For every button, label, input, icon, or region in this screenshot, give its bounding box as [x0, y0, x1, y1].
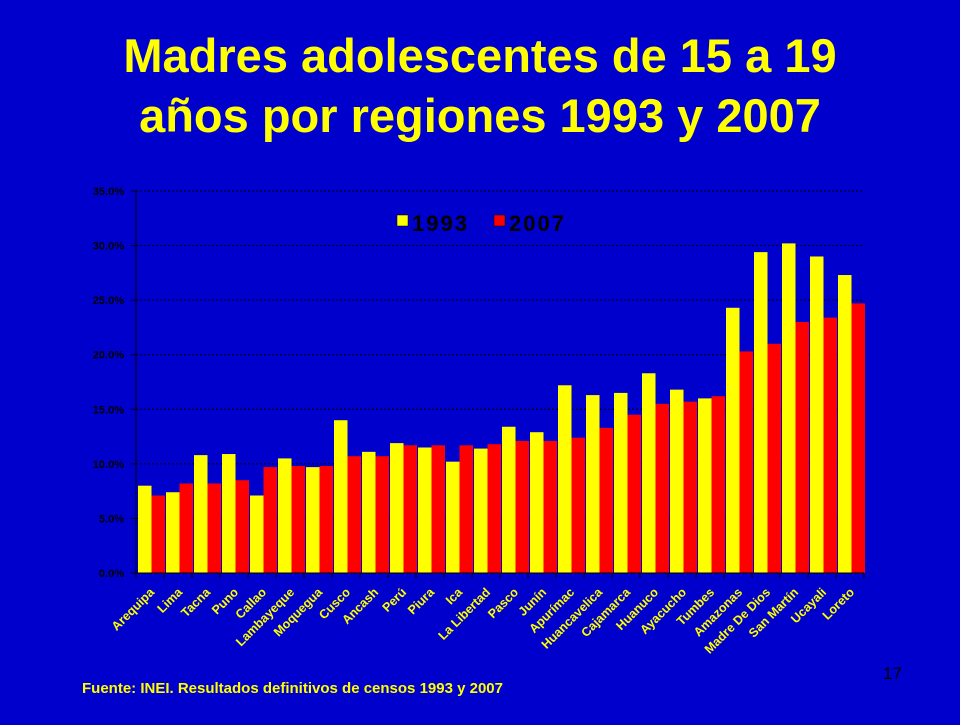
y-tick-label: 15.0%: [93, 404, 124, 416]
bar-2007: [851, 303, 865, 573]
bar-1993: [222, 454, 236, 573]
x-category-label: Pasco: [485, 585, 521, 621]
bar-1993: [810, 256, 824, 573]
bar-1993: [698, 398, 712, 573]
bar-1993: [726, 307, 740, 573]
bar-1993: [530, 432, 544, 573]
bar-2007: [711, 396, 725, 573]
bar-1993: [838, 275, 852, 573]
bar-1993: [138, 485, 152, 573]
bar-1993: [390, 443, 404, 573]
bar-2007: [795, 321, 809, 573]
bar-2007: [739, 351, 753, 573]
legend-swatch-1993: [396, 214, 409, 227]
bar-2007: [431, 445, 445, 573]
bar-2007: [319, 466, 333, 573]
bar-1993: [166, 492, 180, 573]
bar-2007: [655, 403, 669, 573]
bar-1993: [278, 458, 292, 573]
bar-1993: [502, 426, 516, 573]
bar-1993: [782, 243, 796, 574]
chart-title-line-1: Madres adolescentes de 15 a 19: [123, 29, 837, 82]
bar-2007: [179, 483, 193, 573]
bar-1993: [250, 495, 264, 573]
bar-1993: [334, 420, 348, 573]
x-category-label: Arequipa: [109, 584, 158, 633]
y-tick-label: 10.0%: [93, 459, 124, 471]
bar-1993: [642, 373, 656, 573]
bar-2007: [151, 495, 165, 573]
bar-2007: [207, 483, 221, 573]
bar-1993: [558, 385, 572, 573]
bar-2007: [571, 437, 585, 573]
x-category-label: Tacna: [178, 584, 214, 620]
legend-label-2007: 2007: [509, 211, 566, 236]
bar-1993: [194, 455, 208, 573]
chart-title-line-2: años por regiones 1993 y 2007: [139, 89, 821, 142]
bar-2007: [291, 466, 305, 573]
x-category-label: Perú: [380, 585, 410, 615]
x-category-label: La Libertad: [436, 585, 494, 643]
bar-1993: [586, 395, 600, 573]
bar-2007: [599, 427, 613, 573]
bar-2007: [543, 440, 557, 573]
bar-1993: [306, 467, 320, 573]
bar-2007: [487, 444, 501, 573]
y-tick-label: 0.0%: [99, 568, 124, 580]
x-category-label: Loreto: [820, 585, 858, 623]
bar-1993: [474, 448, 488, 573]
legend-label-1993: 1993: [412, 211, 469, 236]
bar-1993: [362, 451, 376, 573]
bar-1993: [670, 389, 684, 573]
legend-swatch-2007: [493, 214, 506, 227]
bar-2007: [403, 445, 417, 573]
page-number: 17: [883, 664, 902, 683]
bar-2007: [683, 401, 697, 573]
bar-2007: [823, 317, 837, 573]
bar-2007: [459, 445, 473, 573]
bar-2007: [263, 467, 277, 573]
y-tick-label: 30.0%: [93, 241, 124, 253]
bar-2007: [767, 343, 781, 573]
bar-1993: [418, 447, 432, 573]
bar-2007: [235, 480, 249, 573]
bar-1993: [614, 392, 628, 573]
bar-1993: [446, 461, 460, 573]
y-tick-label: 25.0%: [93, 295, 124, 307]
bar-1993: [754, 252, 768, 573]
source-note: Fuente: INEI. Resultados definitivos de …: [82, 680, 503, 697]
y-tick-label: 35.0%: [93, 186, 124, 198]
bar-2007: [627, 414, 641, 573]
y-tick-label: 5.0%: [99, 513, 124, 525]
bar-2007: [375, 456, 389, 573]
x-category-label: Ica: [443, 584, 466, 607]
y-tick-label: 20.0%: [93, 350, 124, 362]
bar-2007: [347, 456, 361, 573]
x-category-label: Piura: [405, 584, 438, 617]
bar-2007: [515, 440, 529, 573]
chart-title: Madres adolescentes de 15 a 19 años por …: [0, 26, 960, 146]
